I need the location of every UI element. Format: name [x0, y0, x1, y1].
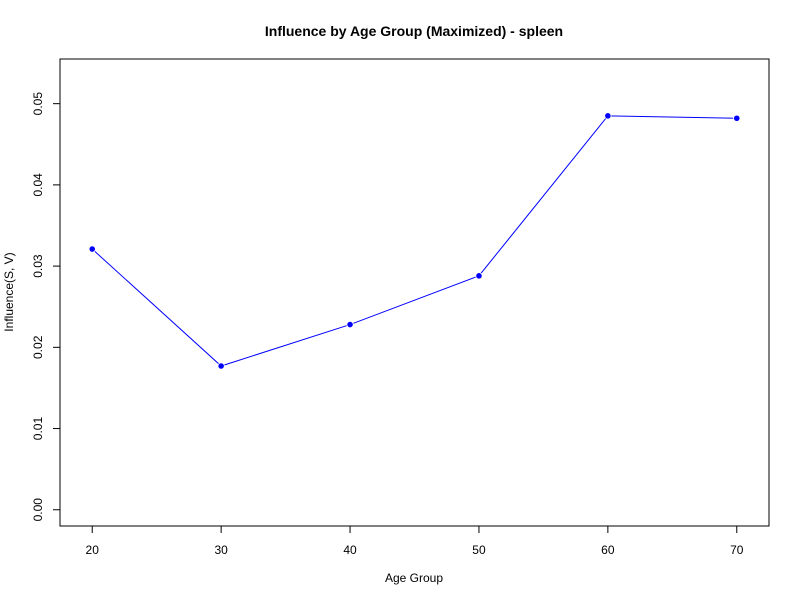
- data-point: [733, 114, 741, 122]
- x-tick-label: 60: [601, 543, 615, 557]
- y-axis-label: Influence(S, V): [2, 252, 16, 331]
- x-tick-label: 50: [472, 543, 486, 557]
- y-axis: 0.00 0.01 0.02 0.03 0.04 0.05: [31, 92, 61, 522]
- series-line: [91, 115, 737, 367]
- chart-title: Influence by Age Group (Maximized) - spl…: [265, 23, 563, 39]
- series-layer: [88, 112, 741, 370]
- y-tick-label: 0.01: [31, 417, 45, 441]
- data-point: [346, 320, 354, 329]
- x-tick-label: 40: [343, 543, 357, 557]
- data-point: [604, 112, 612, 120]
- x-tick-label: 30: [214, 543, 228, 557]
- y-tick-label: 0.04: [31, 173, 45, 197]
- data-point: [475, 272, 483, 280]
- data-point: [88, 245, 96, 253]
- y-tick-label: 0.03: [31, 254, 45, 278]
- plot-frame: [59, 58, 770, 527]
- data-point: [217, 362, 225, 370]
- x-axis: 20 30 40 50 60 70: [86, 525, 744, 557]
- y-tick-label: 0.00: [31, 498, 45, 522]
- y-tick-label: 0.05: [31, 92, 45, 116]
- x-axis-label: Age Group: [385, 571, 443, 585]
- x-tick-label: 20: [86, 543, 100, 557]
- x-tick-label: 70: [730, 543, 744, 557]
- y-tick-label: 0.02: [31, 335, 45, 359]
